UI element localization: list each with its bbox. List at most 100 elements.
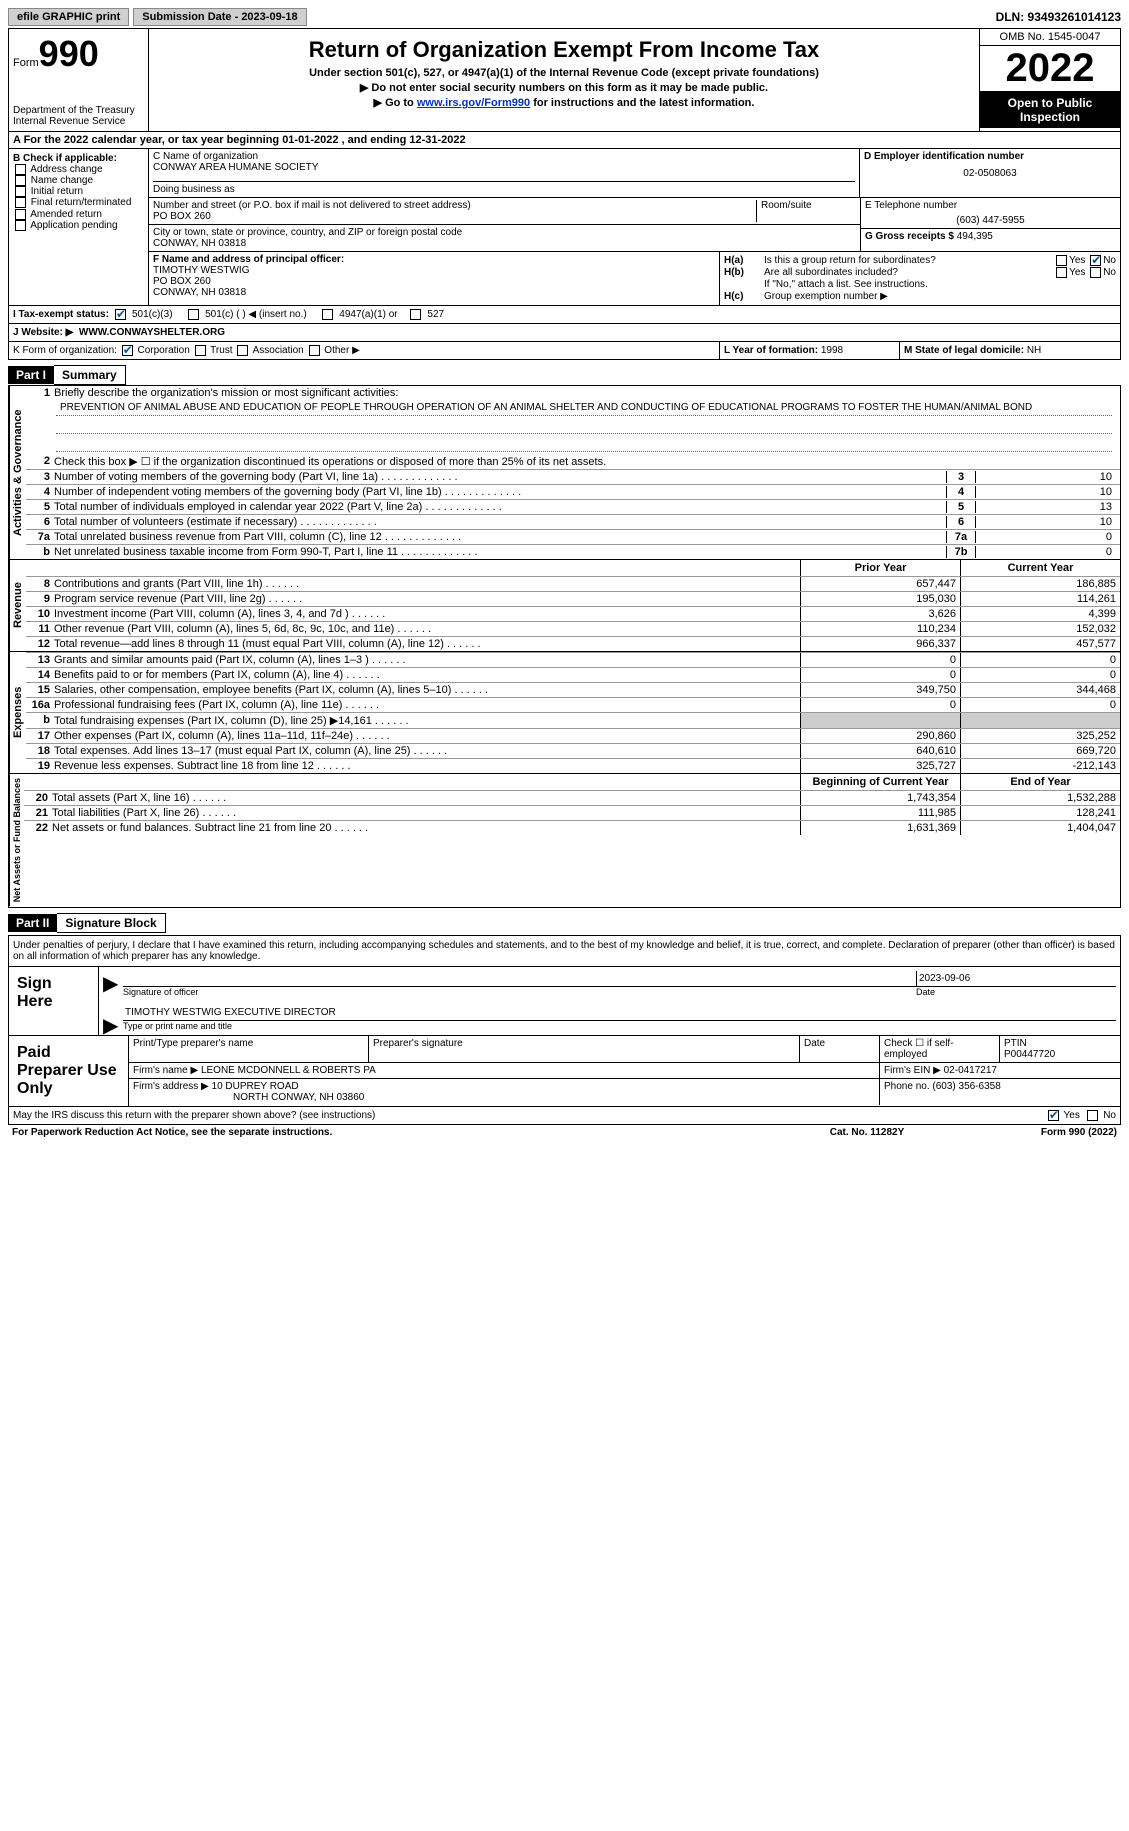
line-box: 6 xyxy=(946,516,976,528)
ptin-value: P00447720 xyxy=(1004,1049,1116,1060)
goto-pre: ▶ Go to xyxy=(374,97,417,109)
fin-curr: -212,143 xyxy=(960,759,1120,773)
row-a-calendar: A For the 2022 calendar year, or tax yea… xyxy=(8,132,1121,149)
fin-num: 14 xyxy=(26,668,54,682)
fin-num: 11 xyxy=(26,622,54,636)
fin-prior: 966,337 xyxy=(800,637,960,651)
chk-name-change[interactable] xyxy=(15,175,26,186)
fin-text: Other expenses (Part IX, column (A), lin… xyxy=(54,729,800,743)
korg-label: K Form of organization: xyxy=(13,345,117,356)
may-discuss-text: May the IRS discuss this return with the… xyxy=(13,1110,1046,1121)
chk-final[interactable] xyxy=(15,197,26,208)
firm-name: LEONE MCDONNELL & ROBERTS PA xyxy=(201,1065,376,1076)
lbl-corp: Corporation xyxy=(138,345,190,356)
form-label: Form xyxy=(13,57,39,69)
hb-text: Are all subordinates included? xyxy=(764,267,1054,278)
chk-501c3[interactable] xyxy=(115,309,126,320)
line-num: 7a xyxy=(30,531,54,543)
fin-curr: 128,241 xyxy=(960,806,1120,820)
chk-ha-yes[interactable] xyxy=(1056,255,1067,266)
fin-text: Grants and similar amounts paid (Part IX… xyxy=(54,653,800,667)
open-inspection: Open to Public Inspection xyxy=(980,92,1120,128)
lbl-hb-no: No xyxy=(1103,267,1116,278)
fin-curr: 457,577 xyxy=(960,637,1120,651)
dln-label: DLN: 93493261014123 xyxy=(996,10,1121,24)
fin-num: 19 xyxy=(26,759,54,773)
fin-num: 20 xyxy=(24,791,52,805)
fin-curr xyxy=(960,713,1120,728)
fin-num: 12 xyxy=(26,637,54,651)
fin-text: Total liabilities (Part X, line 26) . . … xyxy=(52,806,800,820)
chk-501c[interactable] xyxy=(188,309,199,320)
city-value: CONWAY, NH 03818 xyxy=(153,238,856,249)
part2-title: Signature Block xyxy=(57,913,165,933)
website-value: WWW.CONWAYSHELTER.ORG xyxy=(79,327,225,338)
chk-hb-no[interactable] xyxy=(1090,267,1101,278)
fin-text: Total fundraising expenses (Part IX, col… xyxy=(54,713,800,728)
lbl-app-pending: Application pending xyxy=(30,220,117,231)
chk-hb-yes[interactable] xyxy=(1056,267,1067,278)
chk-527[interactable] xyxy=(410,309,421,320)
chk-address-change[interactable] xyxy=(15,164,26,175)
tax-year: 2022 xyxy=(980,46,1120,92)
firm-addr2: NORTH CONWAY, NH 03860 xyxy=(233,1092,364,1103)
chk-4947[interactable] xyxy=(322,309,333,320)
chk-may-no[interactable] xyxy=(1087,1110,1098,1121)
city-label: City or town, state or province, country… xyxy=(153,227,856,238)
line-num: b xyxy=(30,546,54,558)
fin-text: Salaries, other compensation, employee b… xyxy=(54,683,800,697)
lbl-527: 527 xyxy=(427,309,444,320)
irs-link[interactable]: www.irs.gov/Form990 xyxy=(417,97,530,109)
line-text: Number of voting members of the governin… xyxy=(54,471,946,483)
declaration-text: Under penalties of perjury, I declare th… xyxy=(9,936,1120,966)
officer-label: F Name and address of principal officer: xyxy=(153,254,715,265)
chk-trust[interactable] xyxy=(195,345,206,356)
chk-may-yes[interactable] xyxy=(1048,1110,1059,1121)
fin-prior: 111,985 xyxy=(800,806,960,820)
form-number: 990 xyxy=(39,33,99,74)
chk-app-pending[interactable] xyxy=(15,220,26,231)
hc-label: H(c) xyxy=(724,291,764,302)
omb-number: OMB No. 1545-0047 xyxy=(980,29,1120,46)
hb-label: H(b) xyxy=(724,267,764,278)
box-b-label: B Check if applicable: xyxy=(13,153,144,164)
part1-header: Part I xyxy=(8,366,54,384)
chk-corp[interactable] xyxy=(122,345,133,356)
submission-date-button[interactable]: Submission Date - 2023-09-18 xyxy=(133,8,306,26)
org-name-label: C Name of organization xyxy=(153,151,855,162)
fin-curr: 152,032 xyxy=(960,622,1120,636)
fin-curr: 0 xyxy=(960,698,1120,712)
fin-prior: 290,860 xyxy=(800,729,960,743)
sig-date: 2023-09-06 xyxy=(916,971,1116,986)
fin-text: Net assets or fund balances. Subtract li… xyxy=(52,821,800,835)
lbl-addr-change: Address change xyxy=(30,164,102,175)
fin-curr: 4,399 xyxy=(960,607,1120,621)
fin-prior: 0 xyxy=(800,653,960,667)
prep-date-label: Date xyxy=(800,1036,880,1062)
efile-print-button[interactable]: efile GRAPHIC print xyxy=(8,8,129,26)
firm-name-label: Firm's name ▶ xyxy=(133,1065,198,1076)
fin-curr: 1,532,288 xyxy=(960,791,1120,805)
footer-right: Form 990 (2022) xyxy=(967,1127,1117,1138)
paid-prep-label: Paid Preparer Use Only xyxy=(9,1036,129,1106)
chk-amended[interactable] xyxy=(15,209,26,220)
chk-initial[interactable] xyxy=(15,186,26,197)
arrow-icon-2: ▶ xyxy=(103,1013,118,1038)
prep-sig-label: Preparer's signature xyxy=(369,1036,800,1062)
signature-block: Under penalties of perjury, I declare th… xyxy=(8,935,1121,1107)
firm-addr1: 10 DUPREY ROAD xyxy=(212,1081,299,1092)
fin-text: Total assets (Part X, line 16) . . . . .… xyxy=(52,791,800,805)
chk-ha-no[interactable] xyxy=(1090,255,1101,266)
lbl-assoc: Association xyxy=(253,345,304,356)
dept-label: Department of the Treasury Internal Reve… xyxy=(13,105,144,127)
chk-other[interactable] xyxy=(309,345,320,356)
sig-officer-label: Signature of officer xyxy=(123,987,198,997)
chk-assoc[interactable] xyxy=(237,345,248,356)
ha-label: H(a) xyxy=(724,255,764,266)
fin-prior: 349,750 xyxy=(800,683,960,697)
hc-text: Group exemption number ▶ xyxy=(764,291,1116,302)
vert-revenue: Revenue xyxy=(9,560,26,651)
line-text: Net unrelated business taxable income fr… xyxy=(54,546,946,558)
line-val: 0 xyxy=(976,531,1116,543)
street-label: Number and street (or P.O. box if mail i… xyxy=(153,200,756,211)
